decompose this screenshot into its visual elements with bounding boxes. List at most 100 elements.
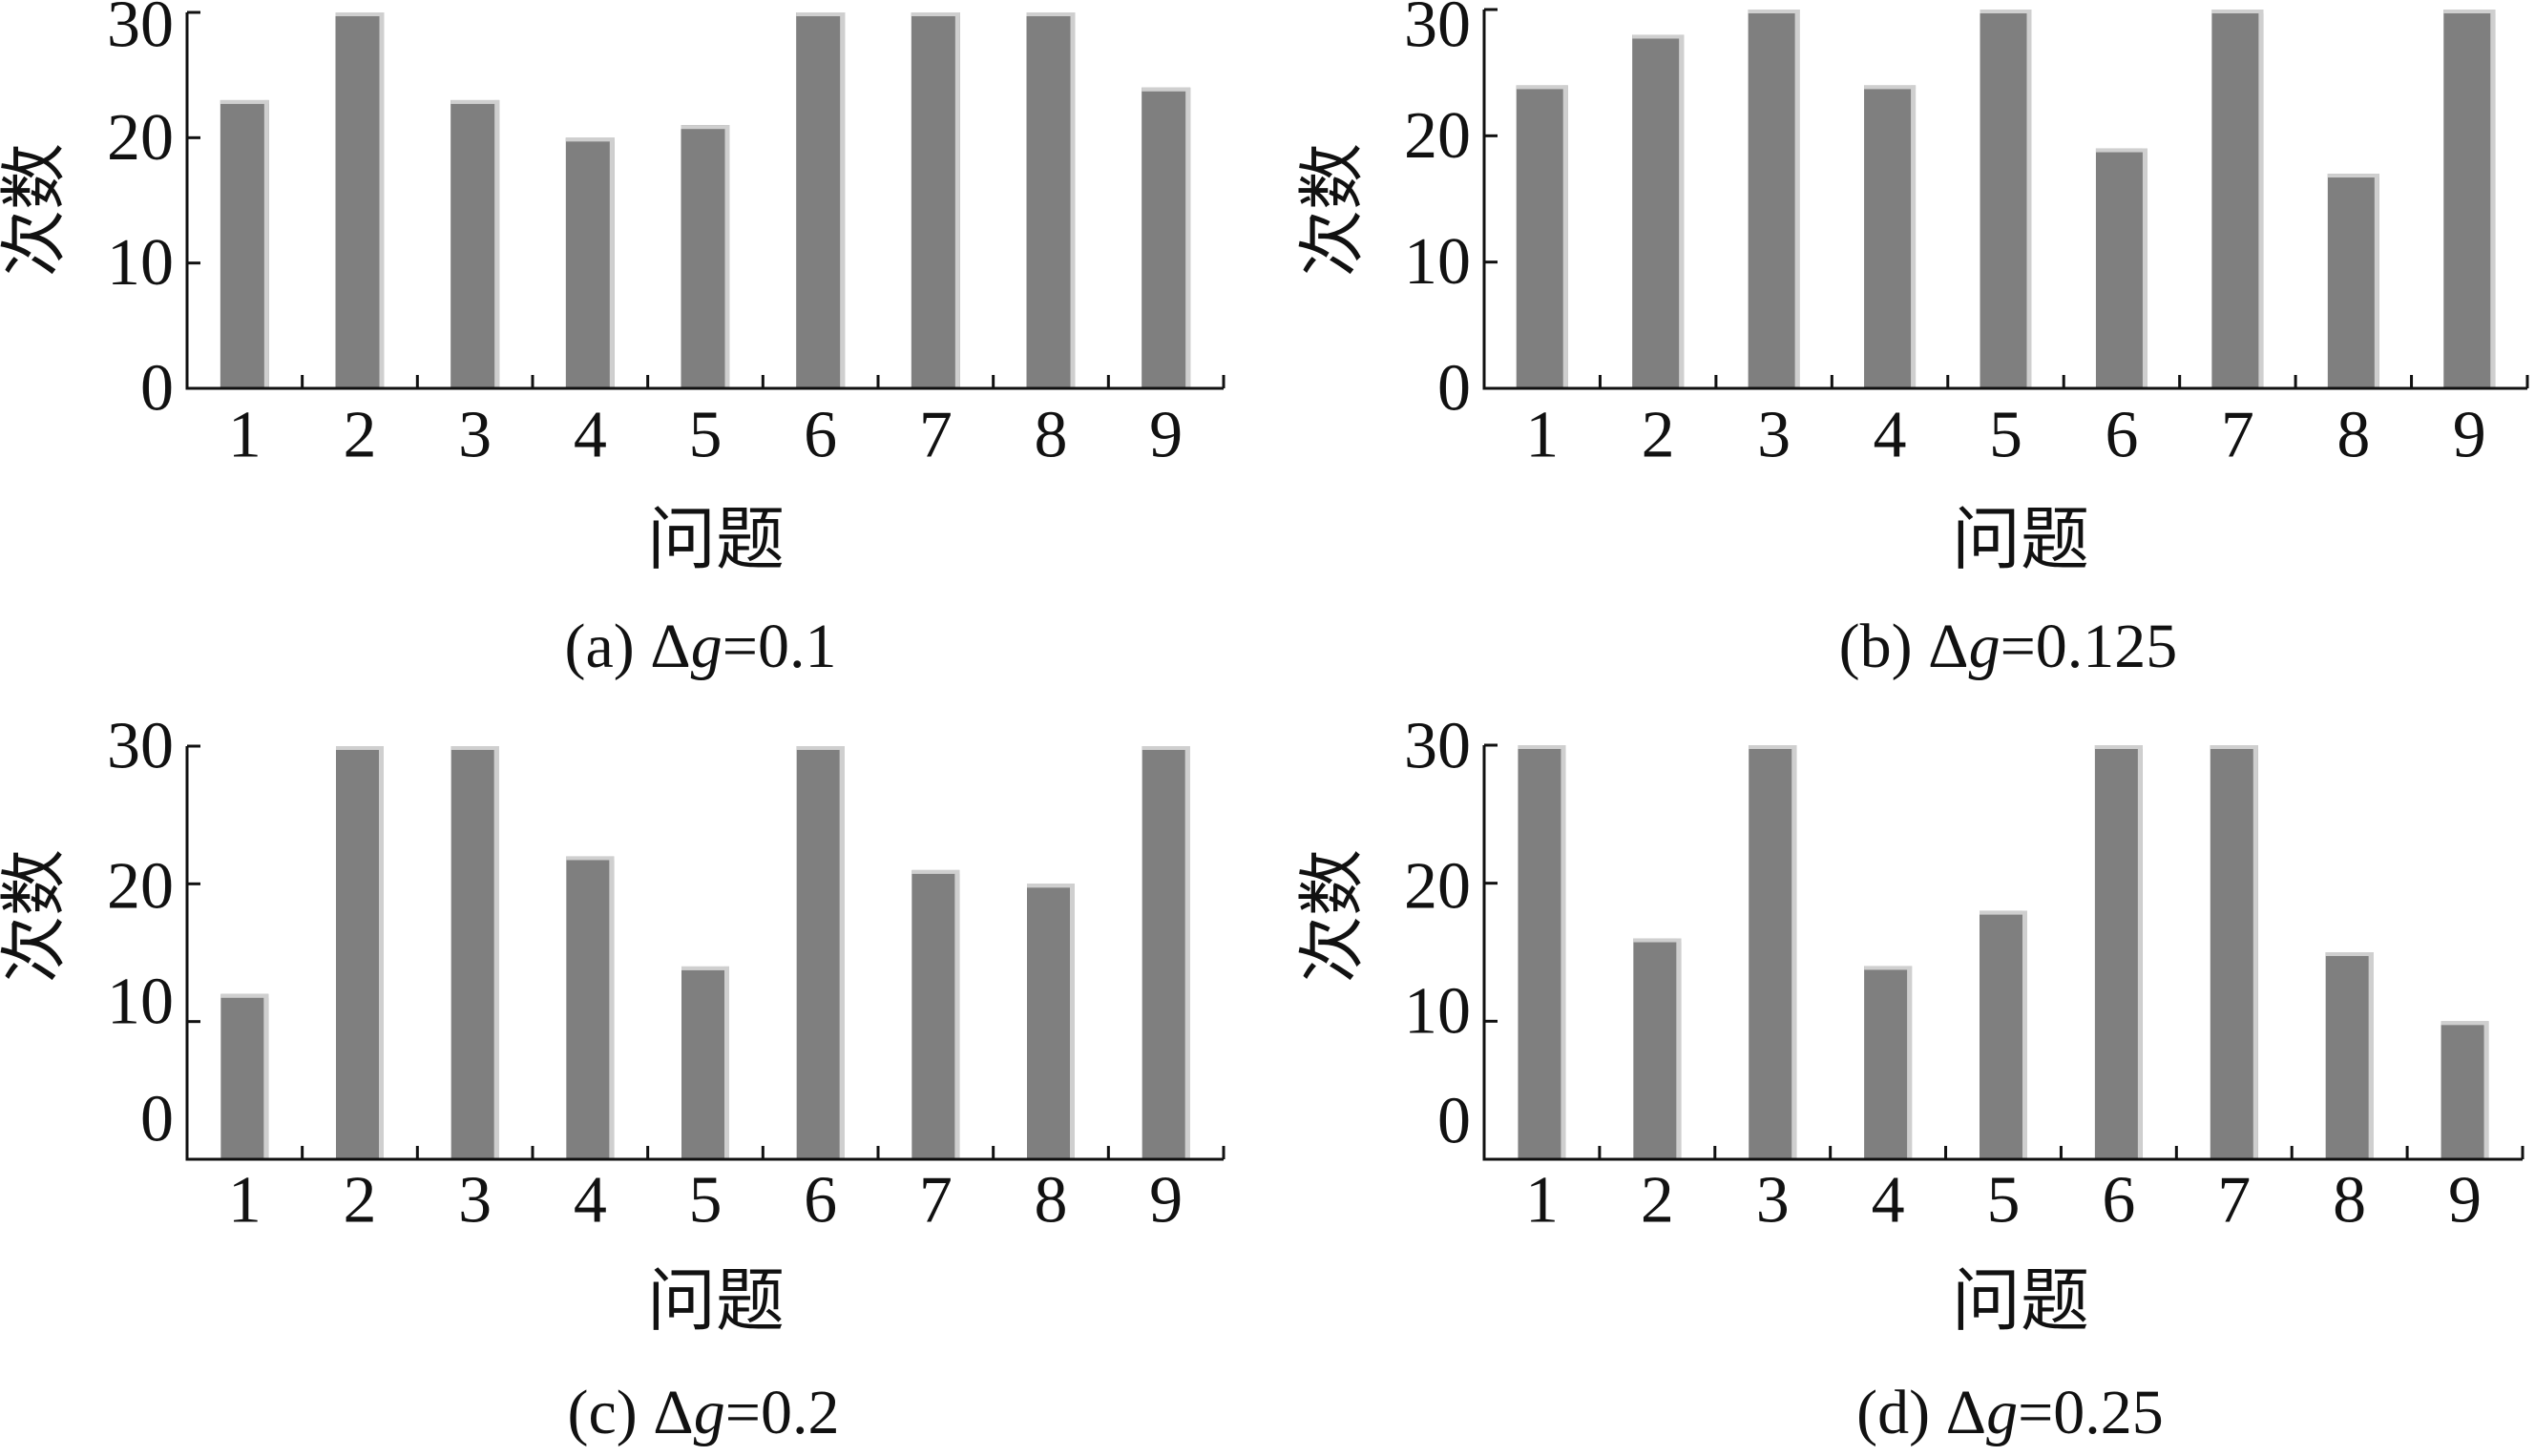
y-tick-label: 20 bbox=[1404, 99, 1471, 173]
bar-body bbox=[1749, 745, 1797, 1159]
y-tick-label: 10 bbox=[107, 226, 174, 300]
bar-edge-highlight bbox=[2258, 10, 2264, 388]
bar bbox=[1142, 87, 1191, 389]
x-tick-label: 2 bbox=[344, 399, 377, 472]
bar-top-highlight bbox=[681, 125, 730, 130]
bar-edge-highlight bbox=[379, 746, 384, 1159]
panel-caption: (a) Δg=0.1 bbox=[565, 612, 837, 681]
x-tick-label: 4 bbox=[574, 399, 607, 472]
y-axis-label: 次数 bbox=[0, 143, 73, 277]
bar bbox=[1026, 12, 1076, 388]
bar-edge-highlight bbox=[954, 869, 960, 1159]
x-axis-label: 问题 bbox=[1952, 1263, 2089, 1340]
bar-body bbox=[1142, 87, 1191, 389]
bar bbox=[220, 993, 269, 1159]
bar-body bbox=[336, 746, 384, 1159]
caption-value: =0.1 bbox=[723, 612, 837, 681]
bar-edge-highlight bbox=[2490, 10, 2496, 388]
bar-body bbox=[911, 869, 960, 1159]
x-tick-label: 3 bbox=[1757, 399, 1791, 472]
x-tick-label: 7 bbox=[919, 399, 953, 472]
x-tick-label: 8 bbox=[1035, 399, 1068, 472]
y-tick-label: 20 bbox=[107, 850, 174, 924]
bar-body bbox=[1864, 85, 1917, 389]
bar-top-highlight bbox=[2443, 10, 2496, 13]
bar-body bbox=[220, 99, 269, 388]
bar-body bbox=[1142, 746, 1190, 1159]
x-tick-label: 4 bbox=[1872, 1164, 1905, 1238]
x-tick-label: 7 bbox=[919, 1164, 953, 1238]
bar bbox=[2210, 745, 2258, 1159]
x-tick-label: 5 bbox=[689, 1164, 723, 1238]
bar-edge-highlight bbox=[609, 856, 615, 1159]
caption-prefix: (b) Δ bbox=[1839, 612, 1969, 681]
x-tick-label: 2 bbox=[344, 1164, 377, 1238]
bar bbox=[2211, 10, 2264, 388]
bar bbox=[1516, 85, 1568, 389]
bar-top-highlight bbox=[1748, 10, 1800, 13]
bar-edge-highlight bbox=[263, 99, 269, 388]
bar bbox=[1633, 938, 1682, 1159]
bar-edge-highlight bbox=[263, 993, 269, 1159]
bar bbox=[2327, 174, 2379, 388]
bar bbox=[565, 137, 615, 389]
bar bbox=[450, 746, 499, 1159]
bar-edge-highlight bbox=[609, 137, 615, 389]
caption-prefix: (c) Δ bbox=[568, 1378, 694, 1447]
caption-value: =0.2 bbox=[725, 1378, 840, 1447]
y-tick-label: 10 bbox=[107, 966, 174, 1039]
bar-body bbox=[2095, 148, 2147, 388]
bar-edge-highlight bbox=[839, 746, 845, 1159]
bar-body bbox=[2327, 174, 2379, 388]
bar-body bbox=[2441, 1021, 2489, 1159]
bar-top-highlight bbox=[796, 746, 845, 750]
bar-body bbox=[335, 12, 385, 388]
x-tick-label: 2 bbox=[1641, 1164, 1674, 1238]
bar-top-highlight bbox=[2325, 952, 2374, 956]
bar-edge-highlight bbox=[2026, 10, 2032, 388]
panel-caption: (c) Δg=0.2 bbox=[568, 1378, 840, 1447]
bar-top-highlight bbox=[2210, 745, 2258, 749]
y-tick-label: 30 bbox=[1404, 0, 1471, 62]
bar bbox=[336, 746, 384, 1159]
bar-top-highlight bbox=[1749, 745, 1797, 749]
bar-body bbox=[1632, 34, 1685, 388]
bar-body bbox=[566, 856, 615, 1159]
bar-edge-highlight bbox=[840, 12, 846, 388]
bar bbox=[2325, 952, 2374, 1159]
bar-body bbox=[796, 12, 846, 388]
panel-caption: (d) Δg=0.25 bbox=[1856, 1378, 2164, 1447]
bar bbox=[335, 12, 385, 388]
bar-body bbox=[911, 12, 960, 388]
bar-edge-highlight bbox=[2142, 148, 2147, 388]
x-tick-label: 5 bbox=[1989, 399, 2022, 472]
y-tick-label: 0 bbox=[140, 1083, 174, 1156]
bar-top-highlight bbox=[566, 856, 615, 861]
bar-body bbox=[1748, 10, 1800, 388]
bar-top-highlight bbox=[336, 746, 384, 750]
y-axis-label: 次数 bbox=[0, 849, 73, 983]
bar-body bbox=[2443, 10, 2496, 388]
bar-edge-highlight bbox=[2368, 952, 2374, 1159]
x-tick-label: 4 bbox=[1874, 399, 1907, 472]
caption-variable: g bbox=[691, 612, 723, 681]
bar-body bbox=[220, 993, 269, 1159]
caption-prefix: (a) Δ bbox=[565, 612, 691, 681]
y-tick-label: 30 bbox=[1404, 710, 1471, 783]
bar-top-highlight bbox=[681, 966, 729, 970]
bar bbox=[1027, 884, 1075, 1159]
caption-variable: g bbox=[694, 1378, 725, 1447]
bar bbox=[2443, 10, 2496, 388]
bar-top-highlight bbox=[1516, 85, 1568, 90]
bar bbox=[681, 966, 729, 1159]
x-tick-label: 3 bbox=[1756, 1164, 1790, 1238]
bar-edge-highlight bbox=[493, 746, 499, 1159]
x-tick-label: 6 bbox=[2102, 1164, 2135, 1238]
x-tick-label: 1 bbox=[1525, 1164, 1559, 1238]
bar-top-highlight bbox=[1142, 87, 1191, 92]
bar-edge-highlight bbox=[1791, 745, 1797, 1159]
bar-edge-highlight bbox=[1679, 34, 1685, 388]
